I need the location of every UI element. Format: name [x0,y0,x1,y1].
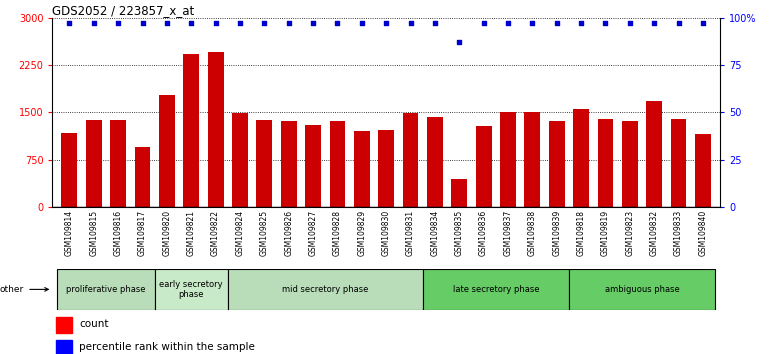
Text: GSM109824: GSM109824 [236,210,244,256]
Text: GSM109818: GSM109818 [577,210,585,256]
Text: GSM109838: GSM109838 [528,210,537,256]
Bar [281,121,296,207]
Bar [646,101,662,207]
Text: GSM109820: GSM109820 [162,210,172,256]
Bar [569,269,715,310]
Bar [427,117,443,207]
Bar [56,339,72,354]
Point [575,21,588,26]
Bar [573,109,589,207]
Text: GSM109830: GSM109830 [382,210,390,256]
Bar [330,121,345,207]
Point [136,21,149,26]
Text: GSM109815: GSM109815 [89,210,99,256]
Bar [256,120,273,207]
Point [161,21,173,26]
Text: GSM109835: GSM109835 [455,210,464,256]
Bar [403,113,418,207]
Point [672,21,685,26]
Text: GDS2052 / 223857_x_at: GDS2052 / 223857_x_at [52,4,195,17]
Bar [155,269,228,310]
Bar [208,52,223,207]
Text: proliferative phase: proliferative phase [66,285,146,294]
Bar [354,131,370,207]
Text: GSM109832: GSM109832 [650,210,658,256]
Bar [549,121,564,207]
Point [112,21,124,26]
Bar [57,269,155,310]
Point [88,21,100,26]
Bar [423,269,569,310]
Bar [598,119,614,207]
Text: GSM109837: GSM109837 [504,210,513,256]
Text: percentile rank within the sample: percentile rank within the sample [79,342,255,352]
Text: GSM109814: GSM109814 [65,210,74,256]
Text: GSM109817: GSM109817 [138,210,147,256]
Text: GSM109816: GSM109816 [114,210,122,256]
Text: GSM109833: GSM109833 [674,210,683,256]
Text: GSM109826: GSM109826 [284,210,293,256]
Point [453,40,465,45]
Bar [228,269,423,310]
Point [63,21,75,26]
Text: GSM109827: GSM109827 [309,210,317,256]
Text: other: other [0,285,49,294]
Bar [524,112,541,207]
Bar [232,113,248,207]
Bar [500,112,516,207]
Text: GSM109821: GSM109821 [187,210,196,256]
Point [380,21,393,26]
Text: GSM109834: GSM109834 [430,210,440,256]
Bar [305,125,321,207]
Bar [476,126,491,207]
Point [526,21,538,26]
Text: GSM109822: GSM109822 [211,210,220,256]
Point [624,21,636,26]
Bar [56,316,72,333]
Text: ambiguous phase: ambiguous phase [604,285,679,294]
Point [599,21,611,26]
Point [404,21,417,26]
Point [283,21,295,26]
Point [551,21,563,26]
Text: count: count [79,319,109,329]
Point [502,21,514,26]
Point [258,21,270,26]
Bar [183,54,199,207]
Point [307,21,320,26]
Point [429,21,441,26]
Bar [110,120,126,207]
Point [209,21,222,26]
Text: late secretory phase: late secretory phase [453,285,539,294]
Bar [62,133,77,207]
Text: early secretory
phase: early secretory phase [159,280,223,299]
Point [697,21,709,26]
Text: GSM109829: GSM109829 [357,210,367,256]
Text: mid secretory phase: mid secretory phase [282,285,368,294]
Text: GSM109840: GSM109840 [698,210,708,256]
Bar [159,95,175,207]
Bar [671,119,686,207]
Point [356,21,368,26]
Bar [378,130,394,207]
Text: GSM109836: GSM109836 [479,210,488,256]
Text: GSM109828: GSM109828 [333,210,342,256]
Bar [451,179,467,207]
Text: GSM109819: GSM109819 [601,210,610,256]
Point [234,21,246,26]
Point [185,21,197,26]
Bar [695,135,711,207]
Text: GSM109831: GSM109831 [406,210,415,256]
Text: GSM109823: GSM109823 [625,210,634,256]
Point [648,21,661,26]
Bar [86,120,102,207]
Text: GSM109825: GSM109825 [259,210,269,256]
Bar [622,121,638,207]
Point [477,21,490,26]
Point [331,21,343,26]
Text: GSM109839: GSM109839 [552,210,561,256]
Bar [135,147,150,207]
